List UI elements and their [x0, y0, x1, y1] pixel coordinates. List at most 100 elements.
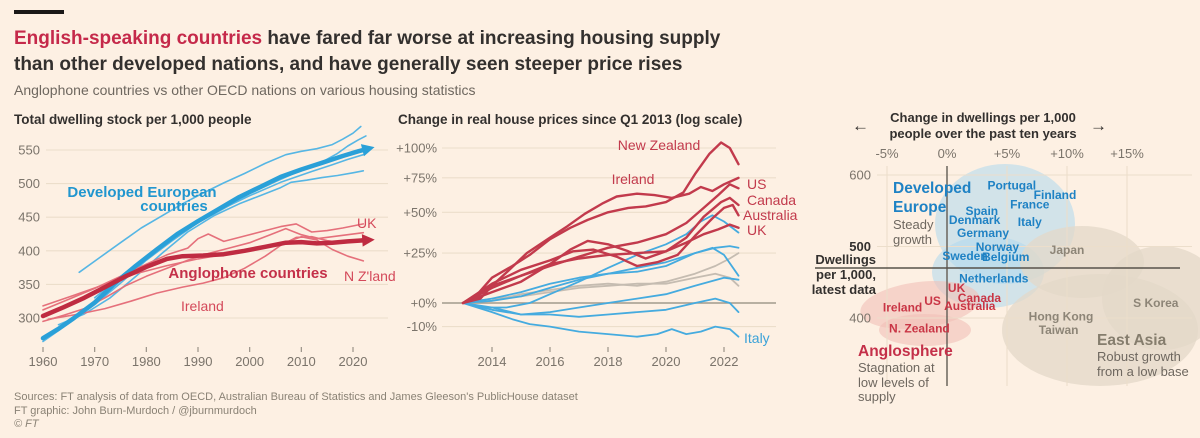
annotation-ireland: Ireland — [612, 171, 655, 187]
series-line-blue-country-c — [462, 246, 740, 304]
blob-anglosphere-lower — [879, 314, 971, 346]
annotation-canada: Canada — [747, 192, 796, 208]
annotation-latest-data: latest data — [812, 282, 877, 297]
annotation-uk: UK — [747, 222, 767, 238]
right-arrow-icon: → — [1090, 116, 1107, 135]
annotation-robust-growth: Robust growth — [1097, 349, 1181, 364]
point-label-hong-kong: Hong Kong — [1029, 310, 1094, 324]
annotation-anglosphere: Anglosphere — [858, 343, 953, 360]
x-tick-0: 0% — [938, 146, 957, 161]
point-label-spain: Spain — [965, 204, 998, 218]
annotation-per-1-000: per 1,000, — [816, 267, 876, 282]
annotation-from-a-low-base: from a low base — [1097, 364, 1189, 379]
series-line-anglo-country-us — [42, 227, 365, 323]
x-tick-2010: 2010 — [287, 354, 316, 369]
annotation-uk: UK — [357, 215, 377, 231]
y-tick-400: 400 — [849, 311, 871, 326]
point-label-finland: Finland — [1034, 188, 1077, 202]
accent-bar — [14, 10, 64, 14]
point-label-norway: Norway — [976, 240, 1020, 254]
annotation-australia: Australia — [743, 207, 798, 223]
x-tick-2020: 2020 — [339, 354, 368, 369]
point-label-s-korea: S Korea — [1133, 296, 1179, 310]
series-line-uk — [461, 223, 740, 305]
y-tick-350: 350 — [18, 277, 40, 292]
y-tick--10: -10% — [407, 319, 438, 334]
y-tick-450: 450 — [18, 210, 40, 225]
y-tick-400: 400 — [18, 243, 40, 258]
series-line-blue-country-e — [462, 297, 740, 318]
series-line-blue-country-a — [462, 214, 740, 309]
point-label-sweden: Sweden — [942, 249, 987, 263]
x-tick--5: -5% — [875, 146, 899, 161]
y-tick-600: 600 — [849, 168, 871, 183]
point-label-germany: Germany — [957, 226, 1009, 240]
x-tick-15: +15% — [1110, 146, 1144, 161]
annotation-low-levels-of: low levels of — [858, 375, 929, 390]
annotation-steady: Steady — [893, 217, 934, 232]
point-label-n-zealand: N. Zealand — [889, 322, 950, 336]
annotation-europe: Europe — [893, 199, 947, 216]
chart-title-house-prices: Change in real house prices since Q1 201… — [398, 112, 743, 127]
title-line2: than other developed nations, and have g… — [14, 54, 683, 75]
x-tick-5: +5% — [994, 146, 1021, 161]
series-line-us — [461, 183, 740, 305]
chart-title-dwellings-change-line1: Change in dwellings per 1,000 — [890, 110, 1076, 125]
x-tick-1960: 1960 — [29, 354, 58, 369]
annotation-stagnation-at: Stagnation at — [858, 360, 935, 375]
y-tick-50: +50% — [403, 205, 437, 220]
point-label-japan: Japan — [1050, 243, 1085, 257]
annotation-anglophone-countries: Anglophone countries — [168, 265, 327, 282]
point-label-canada: Canada — [958, 291, 1002, 305]
annotation-supply: supply — [858, 389, 896, 404]
series-line-canada — [461, 196, 740, 305]
y-tick-500: 500 — [849, 239, 871, 254]
annotation-east-asia: East Asia — [1097, 332, 1167, 349]
x-tick-2016: 2016 — [536, 354, 565, 369]
y-tick-0: +0% — [411, 296, 438, 311]
series-line-european-country-a — [78, 125, 362, 274]
footer-copyright: © FT — [14, 418, 39, 430]
point-label-italy: Italy — [1018, 215, 1042, 229]
chart-title-dwelling-stock: Total dwelling stock per 1,000 people — [14, 112, 252, 127]
title-highlight: English-speaking countries — [14, 28, 263, 49]
annotation-countries: countries — [140, 198, 208, 215]
chart-title-dwellings-change-line2: people over the past ten years — [889, 126, 1077, 141]
series-line-ireland — [461, 176, 740, 305]
series-line-developed-european-average — [40, 144, 375, 341]
chart-title-dwellings-change: Change in dwellings per 1,000 people ove… — [847, 110, 1119, 142]
series-line-anglophone-average — [40, 234, 375, 319]
point-label-france: France — [1010, 197, 1050, 211]
annotation-new-zealand: New Zealand — [618, 137, 701, 153]
y-tick-550: 550 — [18, 143, 40, 158]
x-tick-2018: 2018 — [594, 354, 623, 369]
point-label-netherlands: Netherlands — [959, 272, 1029, 286]
left-arrow-icon: ← — [852, 116, 869, 135]
point-label-australia: Australia — [944, 299, 996, 313]
x-tick-2014: 2014 — [478, 354, 507, 369]
x-tick-1990: 1990 — [184, 354, 213, 369]
point-label-denmark: Denmark — [949, 213, 1001, 227]
series-line-uk — [42, 223, 365, 311]
y-tick-75: +75% — [403, 170, 437, 185]
series-line-australia — [461, 203, 740, 305]
y-tick-25: +25% — [403, 246, 437, 261]
point-label-belgium: Belgium — [982, 250, 1029, 264]
point-label-taiwan: Taiwan — [1039, 323, 1079, 337]
annotation-ireland: Ireland — [181, 298, 224, 314]
y-tick-500: 500 — [18, 176, 40, 191]
series-line-italy — [462, 302, 740, 338]
y-tick-300: 300 — [18, 311, 40, 326]
footer-sources: Sources: FT analysis of data from OECD, … — [14, 391, 578, 403]
series-line-new-zealand — [461, 141, 740, 305]
y-tick-100: +100% — [396, 141, 437, 156]
point-label-ireland: Ireland — [883, 300, 922, 314]
point-label-uk: UK — [948, 281, 966, 295]
annotation-n-z-land: N Z'land — [344, 268, 396, 284]
x-tick-2000: 2000 — [235, 354, 264, 369]
point-label-us: US — [924, 294, 941, 308]
annotation-growth: growth — [893, 232, 932, 247]
point-label-portugal: Portugal — [987, 179, 1036, 193]
annotation-italy: Italy — [744, 330, 770, 346]
